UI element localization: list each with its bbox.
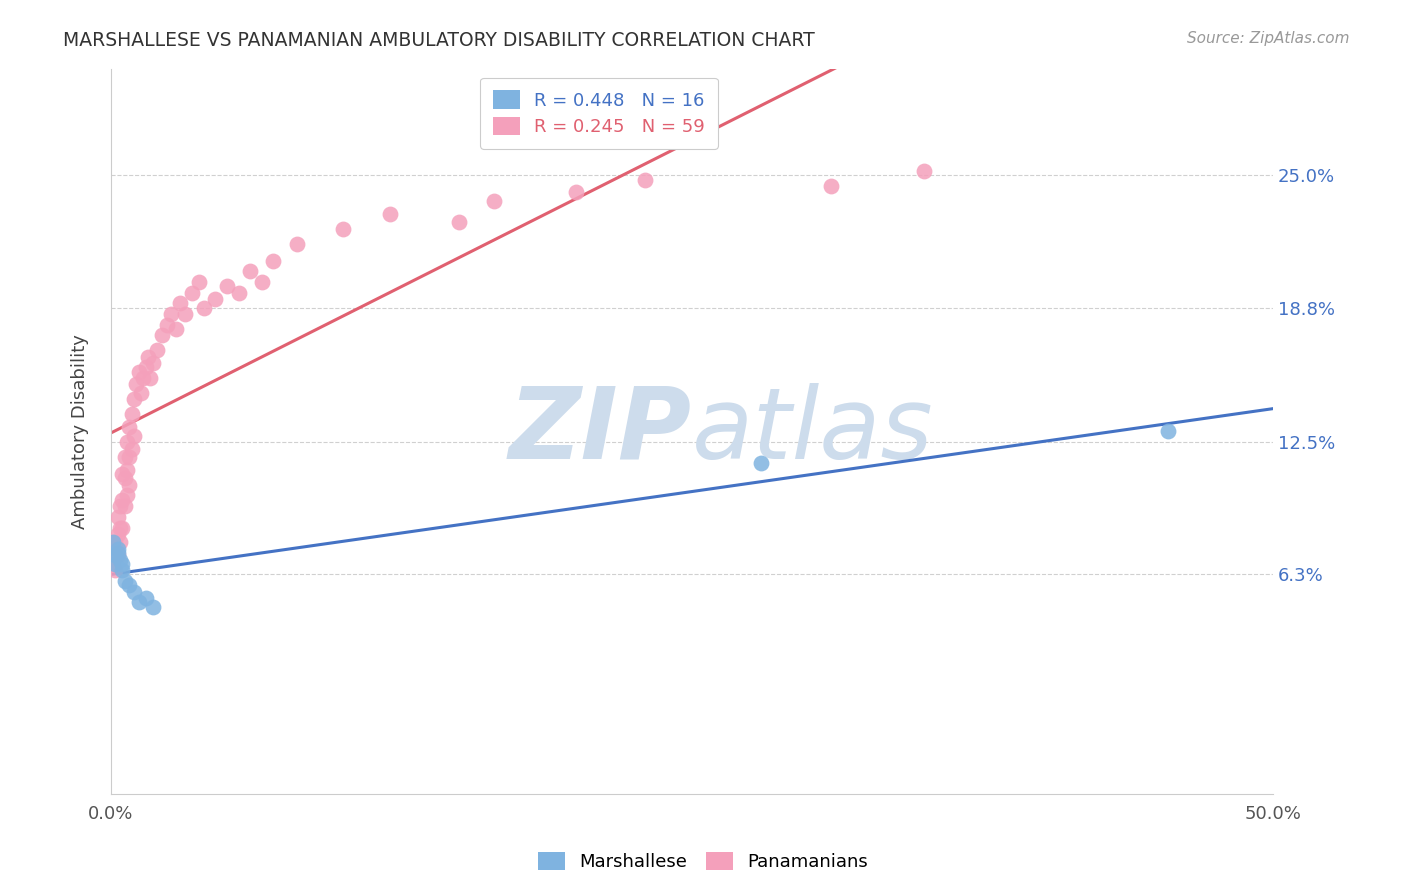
Point [215,279,238,293]
Point [128,595,150,609]
Point [181,285,204,300]
Point [174,307,197,321]
Point [118,478,141,492]
Point [160,307,183,321]
Point [128,365,150,379]
Point [114,450,136,464]
Point [262,253,284,268]
Point [378,207,401,221]
Point [108,535,131,549]
Point [129,386,152,401]
Point [107,548,129,562]
Point [188,275,211,289]
Point [125,377,148,392]
Point [104,548,127,562]
Point [239,264,262,278]
Point [115,435,138,450]
Point [104,557,127,571]
Point [115,463,138,477]
Y-axis label: Ambulatory Disability: Ambulatory Disability [72,334,89,529]
Point [104,535,127,549]
Point [121,408,143,422]
Point [107,509,129,524]
Point [820,178,842,193]
Point [132,371,155,385]
Text: atlas: atlas [692,383,934,480]
Point [114,471,136,485]
Point [1157,425,1180,439]
Point [108,520,131,534]
Point [107,541,129,556]
Legend: Marshallese, Panamanians: Marshallese, Panamanians [531,845,875,879]
Point [449,215,471,229]
Point [122,428,145,442]
Point [634,172,657,186]
Point [122,584,145,599]
Legend: R = 0.448   N = 16, R = 0.245   N = 59: R = 0.448 N = 16, R = 0.245 N = 59 [479,78,717,149]
Point [142,599,165,614]
Point [912,164,935,178]
Point [285,236,308,251]
Point [146,343,169,358]
Point [101,557,124,571]
Point [114,499,136,513]
Point [118,420,141,434]
Point [108,499,131,513]
Point [228,285,250,300]
Point [150,328,173,343]
Point [122,392,145,407]
Point [751,457,773,471]
Point [111,520,134,534]
Point [111,563,134,577]
Point [136,350,159,364]
Point [135,360,157,375]
Point [111,492,134,507]
Point [142,356,165,370]
Point [111,467,134,482]
Point [101,535,124,549]
Point [115,488,138,502]
Point [108,552,131,566]
Point [204,292,226,306]
Text: ZIP: ZIP [509,383,692,480]
Point [139,371,162,385]
Point [332,221,354,235]
Text: Source: ZipAtlas.com: Source: ZipAtlas.com [1187,31,1350,46]
Point [107,527,129,541]
Text: MARSHALLESE VS PANAMANIAN AMBULATORY DISABILITY CORRELATION CHART: MARSHALLESE VS PANAMANIAN AMBULATORY DIS… [63,31,815,50]
Point [101,541,124,556]
Point [111,557,134,571]
Point [169,296,191,310]
Point [482,194,505,208]
Point [104,563,127,577]
Point [118,450,141,464]
Point [564,186,586,200]
Point [155,318,177,332]
Point [193,301,215,315]
Point [121,442,143,456]
Point [250,275,273,289]
Point [118,578,141,592]
Point [107,546,129,560]
Point [135,591,157,605]
Point [165,322,187,336]
Point [114,574,136,588]
